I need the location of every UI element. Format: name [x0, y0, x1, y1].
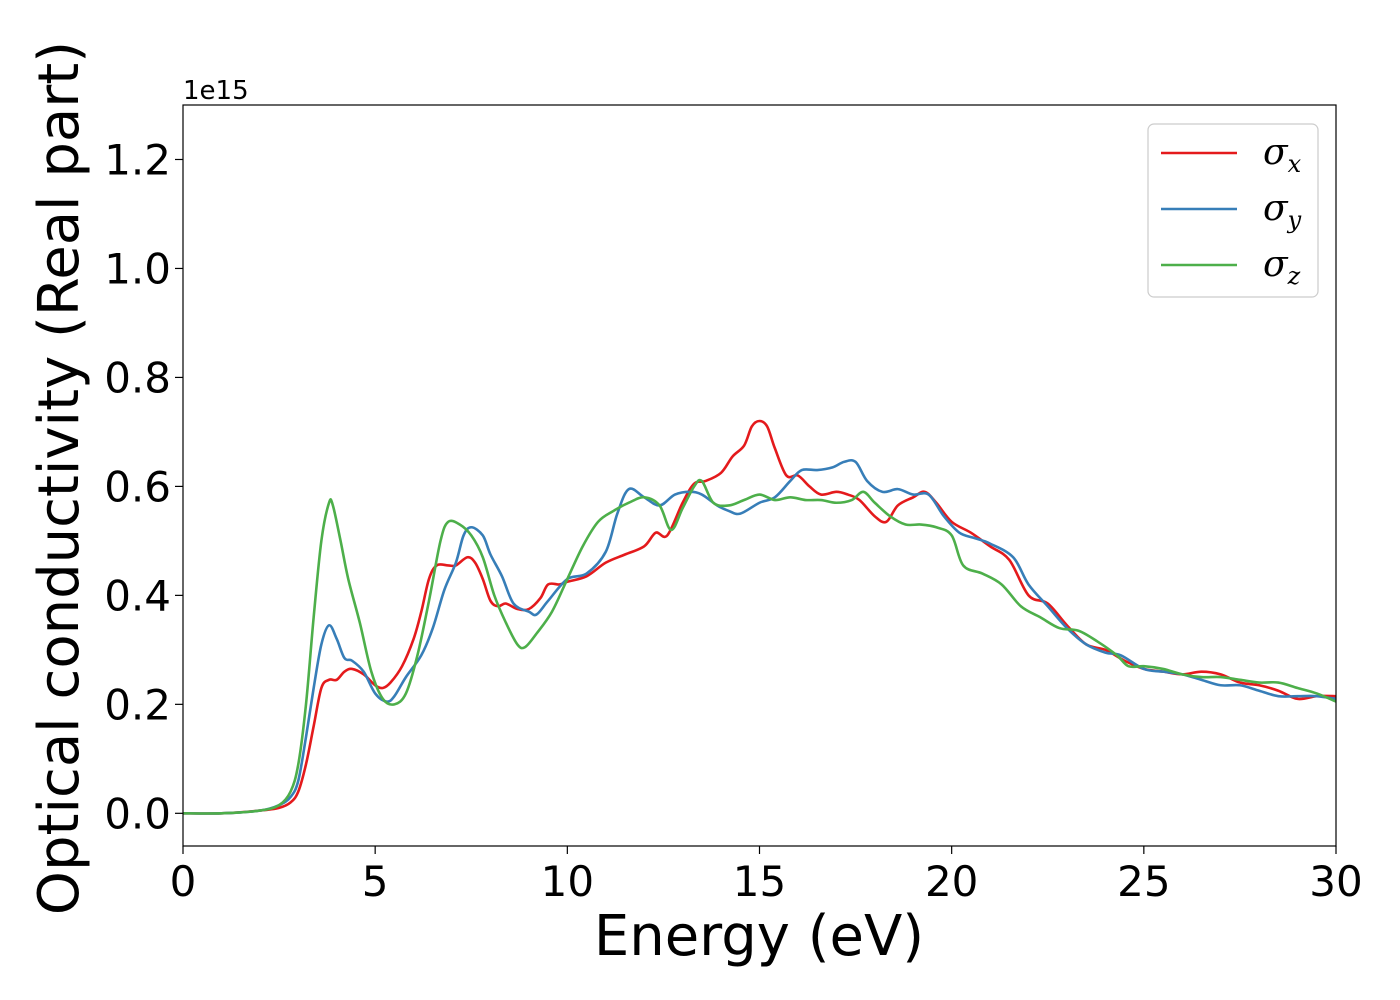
legend-label-symbol: σ: [1263, 188, 1289, 229]
x-tick-label: 20: [925, 857, 978, 906]
x-axis: 0 5 10 15 20 25 30: [170, 846, 1363, 906]
y-tick-label: 0.6: [104, 462, 171, 511]
legend-label-x: σx: [1263, 132, 1302, 178]
y-tick-label: 1.0: [104, 244, 171, 293]
x-tick-label: 5: [362, 857, 389, 906]
legend-label-y: σy: [1263, 188, 1302, 234]
legend-label-symbol: σ: [1263, 132, 1289, 173]
legend-label-z: σz: [1263, 244, 1301, 290]
series-layer: [182, 419, 1337, 815]
x-axis-label: Energy (eV): [594, 904, 924, 969]
series-line-z: [182, 478, 1337, 815]
y-tick-label: 0.8: [104, 353, 171, 402]
legend-label-symbol: σ: [1263, 244, 1289, 285]
y-offset-label: 1e15: [183, 76, 249, 106]
x-tick-label: 30: [1309, 857, 1362, 906]
y-tick-label: 0.0: [104, 789, 171, 838]
x-tick-label: 15: [733, 857, 786, 906]
y-tick-label: 0.2: [104, 680, 171, 729]
y-axis: 0.0 0.2 0.4 0.6 0.8 1.0 1.2: [104, 135, 183, 838]
x-tick-label: 25: [1117, 857, 1170, 906]
x-tick-label: 0: [170, 857, 197, 906]
legend-box: [1147, 123, 1319, 298]
y-tick-label: 1.2: [104, 135, 171, 184]
legend-label-subscript: y: [1287, 206, 1302, 234]
legend-label-subscript: x: [1288, 150, 1302, 178]
y-axis-label: Optical conductivity (Real part): [27, 41, 92, 915]
x-tick-label: 10: [541, 857, 594, 906]
y-tick-label: 0.4: [104, 571, 171, 620]
legend-label-subscript: z: [1287, 262, 1301, 290]
